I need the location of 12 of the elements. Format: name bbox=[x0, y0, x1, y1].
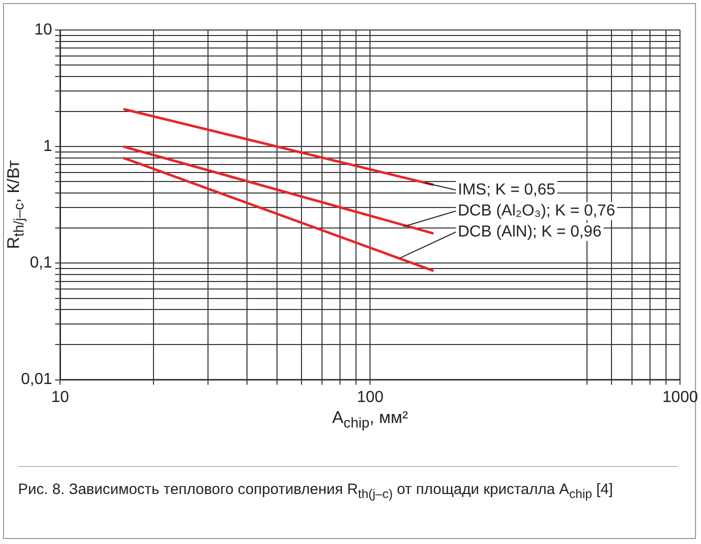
y-tick-label: 0,1 bbox=[30, 254, 52, 272]
x-tick-label: 10 bbox=[51, 388, 70, 406]
y-tick-label: 1 bbox=[43, 138, 52, 156]
annotation: DCB (Al₂O₃); K = 0,76 bbox=[458, 202, 616, 220]
text: Рис. 8. Зависимость теплового сопротивления R$_{th(j–c)}$ от площади кристалла A$_{chip}$ [4] bbox=[18, 480, 614, 503]
y-tick-label: 0,01 bbox=[21, 371, 52, 388]
y-tick-label: 10 bbox=[34, 21, 52, 38]
annotation: DCB (AlN); K = 0,96 bbox=[458, 223, 602, 240]
x-axis-title: A$_{chip}$, мм² bbox=[332, 408, 408, 432]
x-tick-label: 1000 bbox=[662, 388, 698, 406]
annotation: IMS; K = 0,65 bbox=[458, 181, 556, 198]
x-tick-label: 100 bbox=[356, 388, 384, 406]
